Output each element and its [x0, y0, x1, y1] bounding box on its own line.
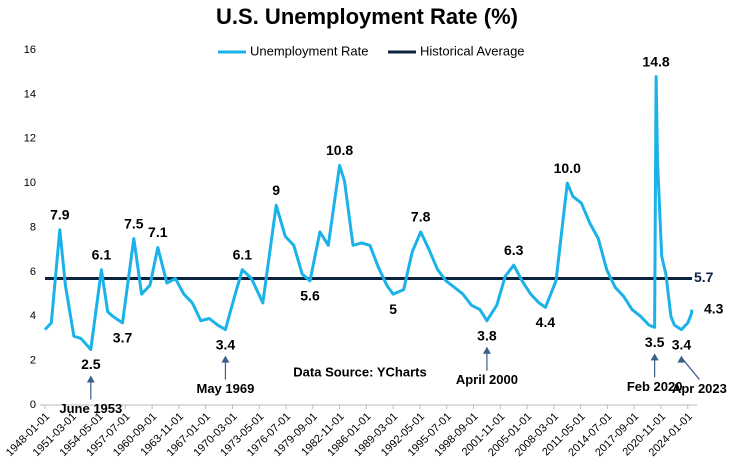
y-tick-label: 12: [24, 133, 36, 145]
data-label: 3.8: [477, 327, 497, 343]
source-note: Data Source: YCharts: [293, 364, 426, 379]
data-label: 4.3: [704, 300, 724, 316]
note-label: May 1969: [197, 381, 255, 396]
data-label: 3.4: [672, 336, 692, 352]
note-label: June 1953: [59, 401, 122, 416]
note-arrowhead: [221, 355, 230, 363]
data-label: 5: [389, 301, 397, 317]
data-label: 5.6: [300, 287, 320, 303]
note-arrowhead: [677, 355, 686, 363]
note-label: Feb 2020: [627, 379, 683, 394]
data-label: 6.1: [92, 246, 112, 262]
data-label: 7.9: [50, 206, 70, 222]
y-tick-label: 4: [30, 310, 36, 322]
data-line: [43, 75, 694, 351]
data-label: 14.8: [642, 53, 669, 69]
y-tick-label: 6: [30, 266, 36, 278]
data-label: 3.5: [645, 334, 665, 350]
data-label: 6.1: [233, 246, 253, 262]
y-tick-label: 10: [24, 177, 36, 189]
data-label: 7.1: [148, 224, 168, 240]
data-label: 3.7: [113, 330, 133, 346]
legend-label: Historical Average: [420, 43, 525, 58]
data-label: 6.3: [504, 242, 524, 258]
data-label: 7.5: [124, 215, 144, 231]
data-label: 10.8: [326, 142, 353, 158]
note-arrowhead: [86, 375, 95, 383]
y-tick-label: 2: [30, 355, 36, 367]
note-label: April 2000: [456, 372, 518, 387]
data-label: 4.4: [536, 314, 556, 330]
chart-title: U.S. Unemployment Rate (%): [216, 4, 518, 29]
data-label: 10.0: [554, 160, 581, 176]
y-tick-label: 14: [24, 88, 36, 100]
note-arrowhead: [650, 353, 659, 361]
note-label: Apr 2023: [672, 381, 727, 396]
average-label: 5.7: [694, 269, 714, 285]
note-arrowhead: [482, 346, 491, 354]
y-tick-label: 16: [24, 44, 36, 56]
y-tick-label: 8: [30, 221, 36, 233]
data-label: 7.8: [411, 209, 431, 225]
data-label: 9: [272, 182, 280, 198]
data-label: 3.4: [216, 336, 236, 352]
data-label: 2.5: [81, 356, 101, 372]
legend-label: Unemployment Rate: [250, 43, 369, 58]
y-tick-label: 0: [30, 399, 36, 411]
